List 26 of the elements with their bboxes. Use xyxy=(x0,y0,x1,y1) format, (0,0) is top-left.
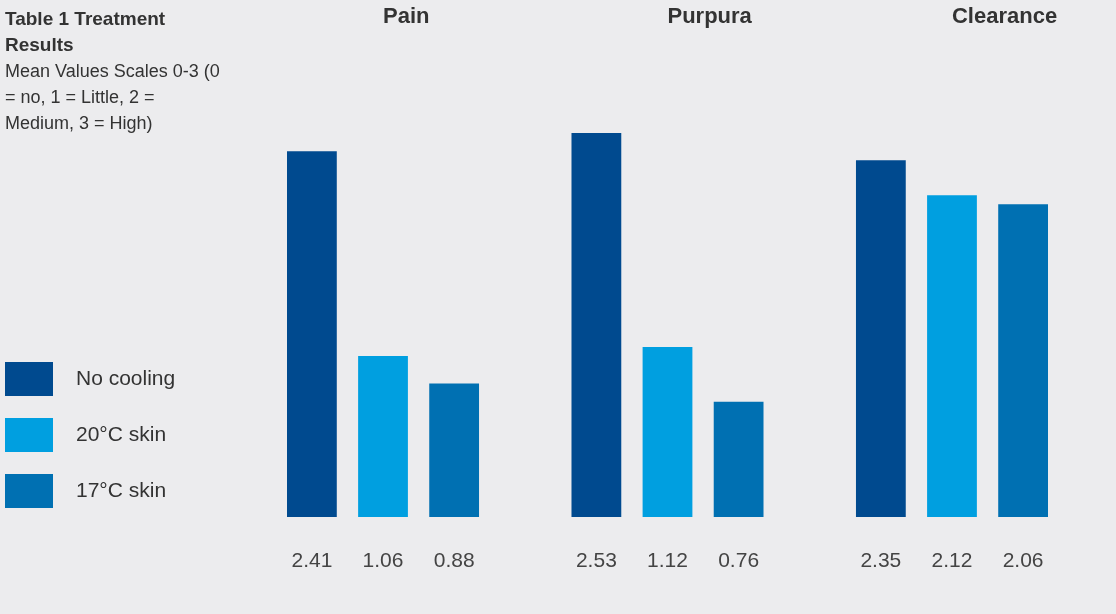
text: Table 1 Treatment Results xyxy=(5,7,167,57)
data-label: 1.12 xyxy=(647,548,688,571)
legend-label: 20°C skin xyxy=(76,422,167,445)
data-label: 2.12 xyxy=(931,548,973,571)
bar xyxy=(429,383,480,517)
bar xyxy=(927,195,977,517)
data-label: 2.53 xyxy=(575,548,617,571)
bar xyxy=(642,347,693,517)
legend-label: 17°C skin xyxy=(76,478,167,501)
x-tick-label: Clearance xyxy=(951,2,1058,28)
x-tick-label: Purpura xyxy=(667,2,753,28)
bar xyxy=(571,133,622,517)
bar xyxy=(713,401,764,517)
data-label: 2.35 xyxy=(860,548,902,571)
text: Mean Values Scales 0-3 (0 = no, 1 = Little, 2 = Medium, 3 = High) xyxy=(5,60,220,135)
bar xyxy=(358,356,408,517)
bar xyxy=(287,151,337,517)
data-label: 0.88 xyxy=(433,548,475,571)
data-label: 1.06 xyxy=(362,548,404,571)
data-label: 0.76 xyxy=(718,548,760,571)
data-label: 2.41 xyxy=(291,548,333,571)
data-label: 2.06 xyxy=(1002,548,1044,571)
legend-label: No cooling xyxy=(76,366,176,389)
bar xyxy=(998,204,1048,517)
bar xyxy=(855,160,906,517)
x-tick-label: Pain xyxy=(383,2,430,28)
